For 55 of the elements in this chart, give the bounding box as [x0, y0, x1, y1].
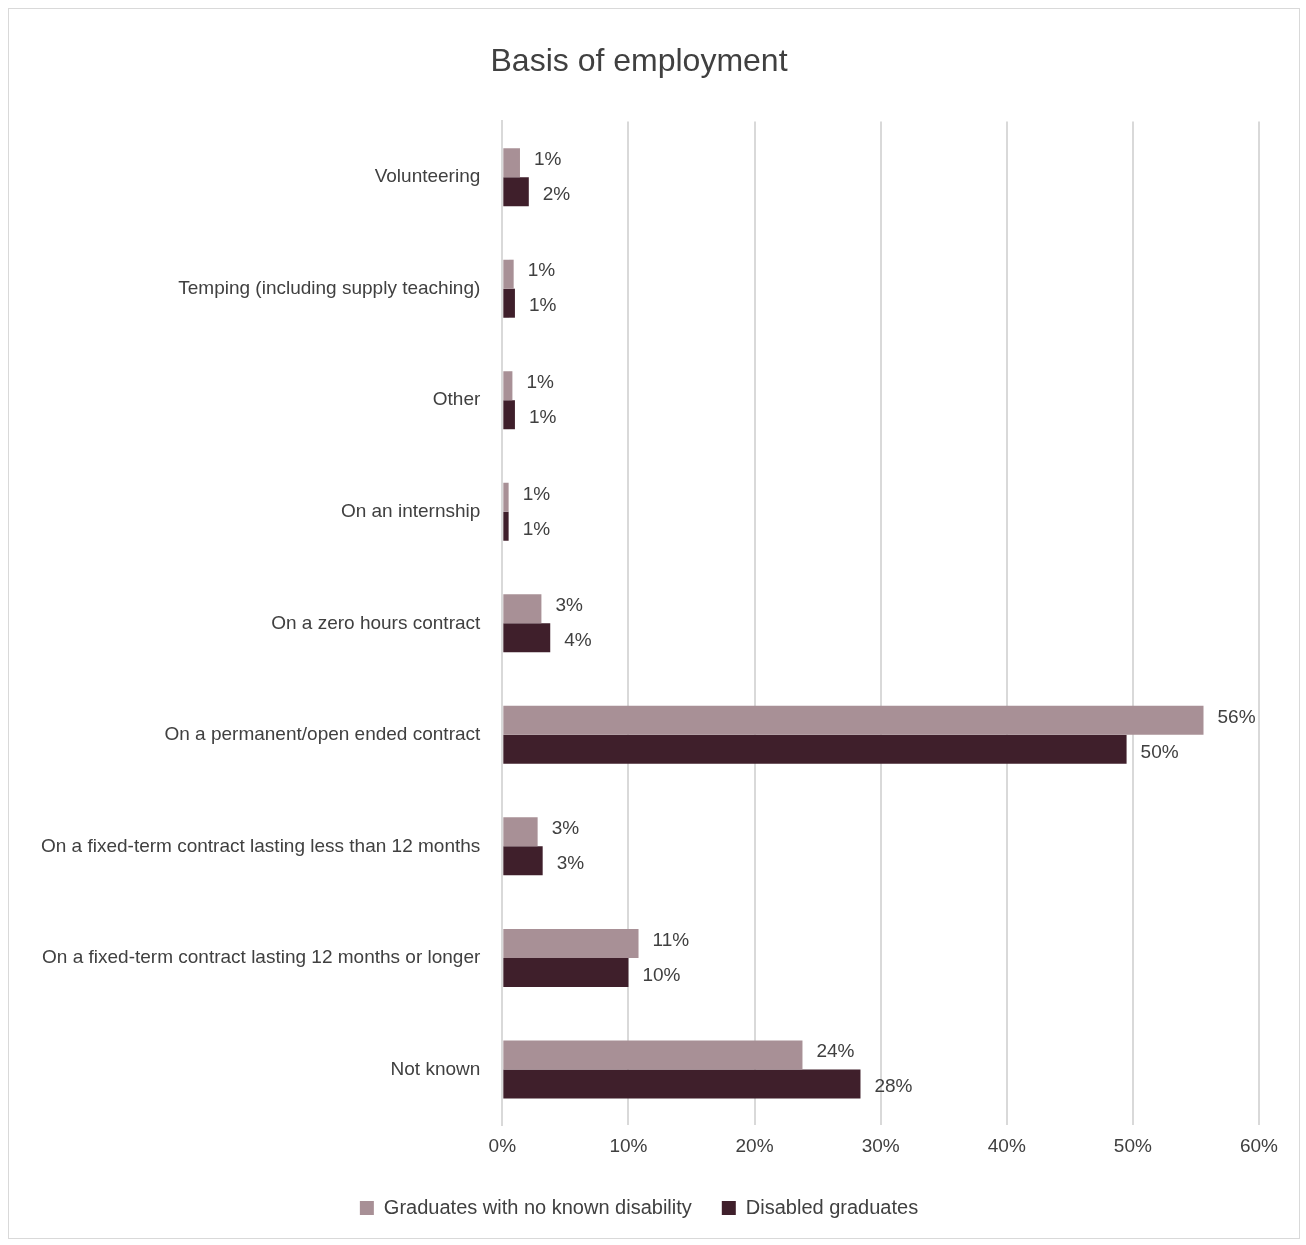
y-tick-label: Volunteering: [374, 165, 481, 187]
data-label: 3%: [551, 817, 580, 839]
data-label: 1%: [522, 517, 551, 539]
x-tick-label: 60%: [1239, 1134, 1279, 1156]
y-tick-label: On a fixed-term contract lasting less than 12 months: [40, 834, 481, 856]
data-label: 24%: [816, 1040, 855, 1062]
data-label: 28%: [874, 1075, 913, 1097]
y-tick-label: On a permanent/open ended contract: [164, 723, 482, 745]
x-tick-label: 50%: [1113, 1134, 1152, 1156]
data-label: 50%: [1140, 740, 1179, 762]
bar: [503, 817, 538, 847]
bar: [503, 511, 509, 541]
x-tick-label: 30%: [861, 1134, 900, 1156]
bar: [503, 623, 551, 653]
bar: [503, 594, 542, 624]
bar: [503, 177, 529, 207]
bar: [503, 705, 1204, 735]
bar: [503, 1069, 861, 1099]
bar: [503, 846, 543, 876]
bar: [503, 288, 515, 318]
bar: [503, 371, 513, 401]
y-tick-label: Other: [432, 388, 481, 410]
data-label: 1%: [526, 370, 554, 392]
bar: [503, 1040, 803, 1070]
data-label: 1%: [528, 405, 557, 427]
x-tick-label: 0%: [488, 1134, 517, 1156]
y-tick-label: On a fixed-term contract lasting 12 months or longer: [42, 946, 481, 968]
bar: [503, 259, 514, 289]
y-tick-label: Not known: [390, 1057, 481, 1079]
bar: [503, 400, 515, 430]
data-label: 11%: [652, 928, 690, 950]
data-label: 2%: [542, 182, 571, 204]
x-tick-label: 10%: [609, 1134, 648, 1156]
bar: [503, 482, 509, 512]
x-tick-label: 40%: [987, 1134, 1026, 1156]
legend-label: Disabled graduates: [745, 1195, 919, 1218]
data-label: 10%: [642, 963, 681, 985]
data-label: 1%: [522, 482, 551, 504]
x-tick-label: 20%: [735, 1134, 774, 1156]
bar: [503, 928, 639, 958]
data-label: 3%: [555, 594, 583, 616]
data-label: 1%: [533, 147, 562, 169]
data-label: 1%: [528, 294, 557, 316]
bar: [503, 957, 629, 987]
y-tick-label: On a zero hours contract: [271, 611, 482, 633]
data-label: 56%: [1217, 705, 1256, 727]
data-label: 1%: [527, 259, 556, 281]
y-tick-label: On an internship: [340, 500, 481, 521]
data-label: 3%: [556, 852, 585, 874]
legend-label: Graduates with no known disability: [383, 1195, 692, 1218]
data-label: 4%: [564, 629, 592, 651]
y-tick-label: Temping (including supply teaching): [178, 276, 481, 298]
chart-title: Basis of employment: [490, 42, 788, 79]
bar: [503, 148, 520, 178]
bar: [503, 734, 1127, 764]
